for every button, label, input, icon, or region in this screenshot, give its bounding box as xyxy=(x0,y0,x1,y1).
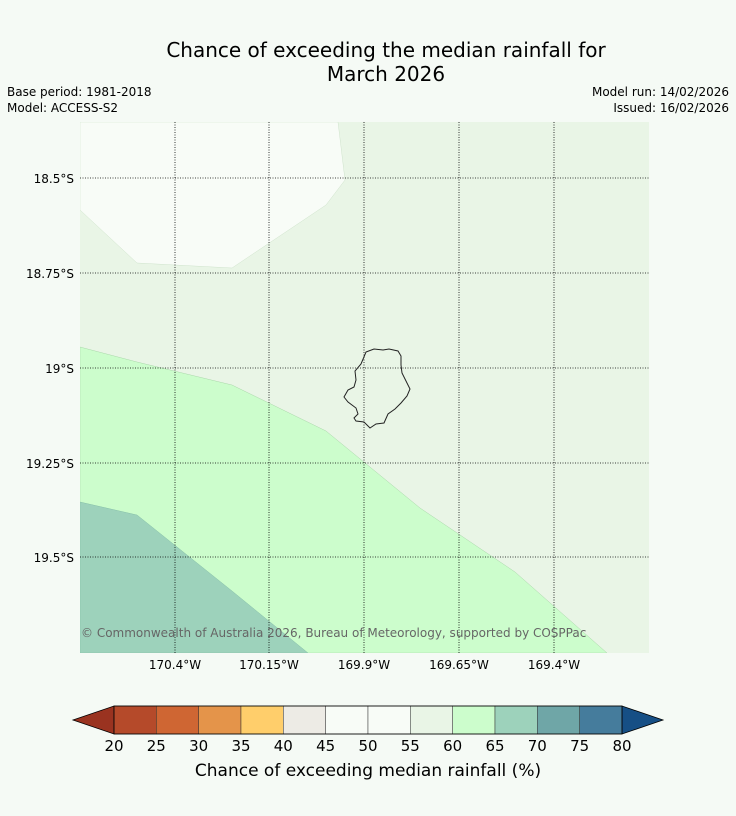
grid-lines xyxy=(80,122,649,653)
chart-title: Chance of exceeding the median rainfall … xyxy=(0,38,736,86)
model-name: Model: ACCESS-S2 xyxy=(7,101,119,115)
copyright-notice: © Commonwealth of Australia 2026, Bureau… xyxy=(81,626,586,640)
colorbar-segment xyxy=(283,705,326,735)
colorbar-tick: 70 xyxy=(528,737,547,755)
lon-label: 169.65°W xyxy=(429,658,489,672)
island-outline xyxy=(343,348,411,429)
base-period: Base period: 1981-2018 xyxy=(7,85,152,99)
region-50-55 xyxy=(80,122,346,269)
colorbar-ticks: 20 25 30 35 40 45 50 55 60 65 70 75 80 xyxy=(104,737,631,755)
colorbar-low-arrow xyxy=(71,705,115,735)
colorbar-tick: 20 xyxy=(104,737,123,755)
colorbar-segment xyxy=(579,705,623,735)
lat-label: 18.75°S xyxy=(26,267,74,281)
colorbar-tick: 55 xyxy=(401,737,420,755)
colorbar-segment xyxy=(410,705,453,735)
colorbar-tick: 35 xyxy=(231,737,250,755)
colorbar-frame xyxy=(113,705,623,735)
colorbar-tick: 80 xyxy=(612,737,631,755)
colorbar-segment xyxy=(325,705,369,735)
lon-label: 170.4°W xyxy=(149,658,201,672)
lon-labels: 170.4°W 170.15°W 169.9°W 169.65°W 169.4°… xyxy=(149,658,580,672)
colorbar-high-arrow xyxy=(621,705,665,735)
colorbar-tick: 60 xyxy=(443,737,462,755)
colorbar-label: Chance of exceeding median rainfall (%) xyxy=(194,761,542,781)
colorbar-segment xyxy=(240,705,284,735)
meta-right: Model run: 14/02/2026 Issued: 16/02/2026 xyxy=(592,84,729,116)
colorbar-segment xyxy=(367,705,411,735)
colorbar-tick: 65 xyxy=(485,737,504,755)
colorbar-tick: 75 xyxy=(570,737,589,755)
colorbar-segment xyxy=(156,705,199,735)
title-line-1: Chance of exceeding the median rainfall … xyxy=(166,38,606,62)
colorbar xyxy=(71,705,665,735)
map-area: © Commonwealth of Australia 2026, Bureau… xyxy=(80,122,649,653)
lat-label: 18.5°S xyxy=(34,172,74,186)
colorbar-segment xyxy=(537,705,580,735)
issued-date: Issued: 16/02/2026 xyxy=(613,101,729,115)
lon-label: 170.15°W xyxy=(239,658,299,672)
meta-left: Base period: 1981-2018 Model: ACCESS-S2 xyxy=(7,84,152,116)
colorbar-segment xyxy=(198,705,242,735)
colorbar-tick: 50 xyxy=(358,737,377,755)
colorbar-tick: 40 xyxy=(274,737,293,755)
lon-label: 169.4°W xyxy=(528,658,580,672)
lat-labels: 18.5°S 18.75°S 19°S 19.25°S 19.5°S xyxy=(26,172,74,565)
colorbar-tick: 45 xyxy=(316,737,335,755)
colorbar-segments xyxy=(113,705,623,735)
title-line-2: March 2026 xyxy=(326,62,446,86)
colorbar-tick: 30 xyxy=(189,737,208,755)
lat-label: 19°S xyxy=(45,362,74,376)
colorbar-segment xyxy=(452,705,496,735)
colorbar-tick: 25 xyxy=(147,737,166,755)
model-run: Model run: 14/02/2026 xyxy=(591,85,729,99)
lat-label: 19.5°S xyxy=(34,551,74,565)
lon-label: 169.9°W xyxy=(338,658,390,672)
colorbar-segment xyxy=(494,705,538,735)
region-65-70 xyxy=(80,501,309,653)
lat-label: 19.25°S xyxy=(26,457,74,471)
colorbar-segment xyxy=(113,705,157,735)
